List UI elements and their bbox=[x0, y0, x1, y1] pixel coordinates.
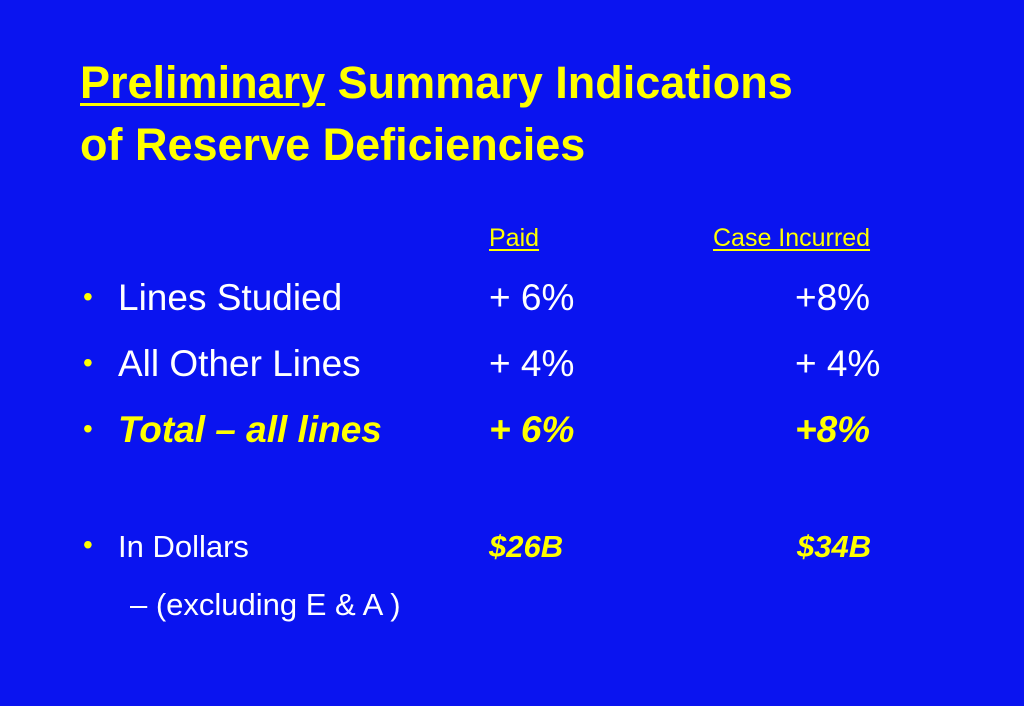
row-in-dollars: • In Dollars $26B $34B bbox=[0, 525, 1024, 581]
row-label: Lines Studied bbox=[118, 277, 343, 318]
row-paid-value: + 6% bbox=[489, 277, 575, 318]
row-label: Total – all lines bbox=[118, 409, 382, 450]
row-case-value: +8% bbox=[795, 409, 871, 450]
column-header-case-incurred: Case Incurred bbox=[713, 224, 871, 252]
row-total-all-lines: • Total – all lines + 6% +8% bbox=[0, 405, 1024, 461]
title-rest-line1: Summary Indications bbox=[325, 57, 793, 108]
bullet-icon: • bbox=[83, 281, 93, 312]
row-case-value: +8% bbox=[795, 277, 871, 318]
row-paid-value: + 6% bbox=[489, 409, 575, 450]
title-line2: of Reserve Deficiencies bbox=[80, 119, 586, 170]
row-label: All Other Lines bbox=[118, 343, 361, 384]
sub-bullet-note: – (excluding E & A ) bbox=[130, 587, 401, 622]
row-case-value: $34B bbox=[797, 529, 872, 564]
bullet-icon: • bbox=[83, 347, 93, 378]
column-header-paid: Paid bbox=[489, 224, 540, 252]
title-emphasis: Preliminary bbox=[80, 57, 326, 108]
row-case-value: + 4% bbox=[795, 343, 881, 384]
bullet-icon: • bbox=[83, 529, 93, 560]
bullet-icon: • bbox=[83, 413, 93, 444]
row-paid-value: + 4% bbox=[489, 343, 575, 384]
row-all-other-lines: • All Other Lines + 4% + 4% bbox=[0, 339, 1024, 395]
row-label: In Dollars bbox=[118, 529, 249, 564]
row-lines-studied: • Lines Studied + 6% +8% bbox=[0, 273, 1024, 329]
row-paid-value: $26B bbox=[489, 529, 564, 564]
slide-title: Preliminary Summary Indications of Reser… bbox=[80, 52, 1000, 176]
